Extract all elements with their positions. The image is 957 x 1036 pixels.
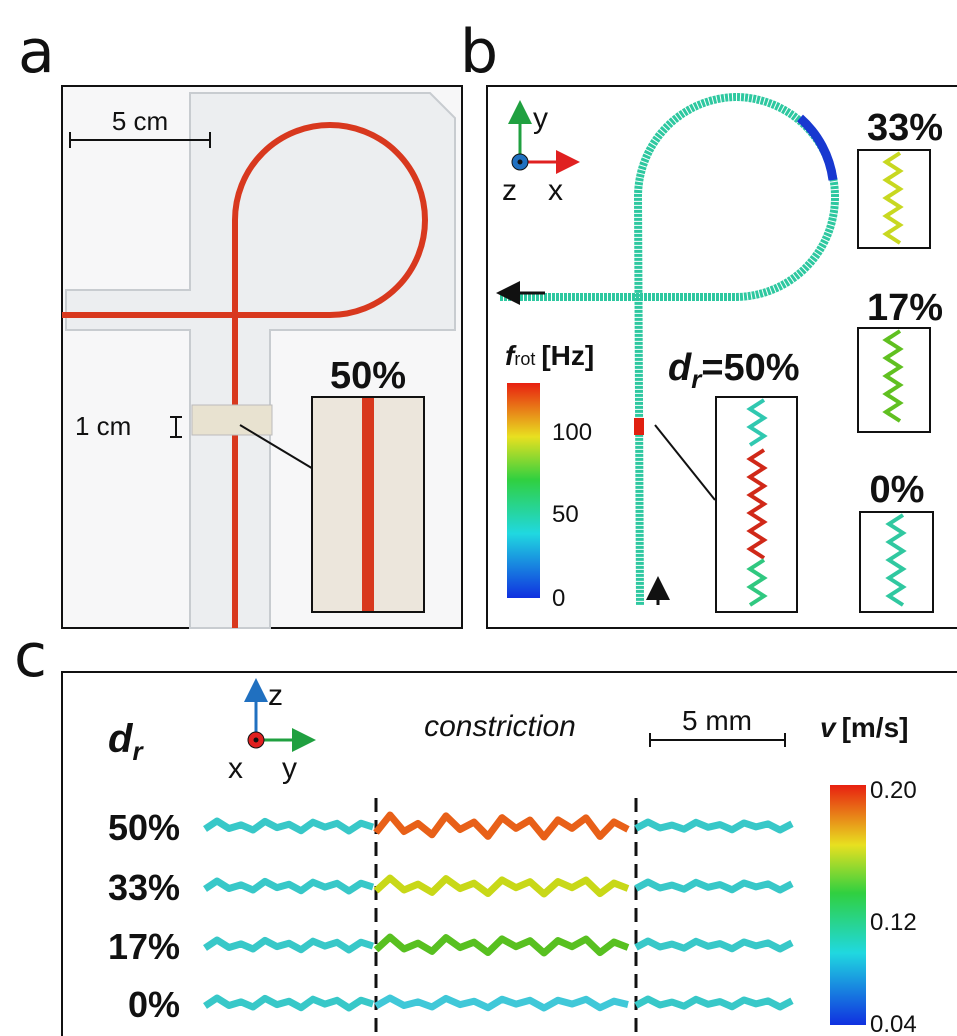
colorbar-tick: 0.04 (870, 1011, 917, 1036)
axis-label: y (533, 102, 548, 135)
row-label: 0% (128, 984, 180, 1025)
axis-label: y (282, 752, 297, 785)
trajectory (634, 878, 794, 894)
trajectory (203, 817, 375, 835)
inset-label: 50% (330, 355, 406, 397)
symbol: d (668, 347, 692, 389)
unit: [Hz] (541, 340, 594, 371)
row-label: 50% (108, 807, 180, 848)
trajectory (203, 936, 375, 954)
subscript: rot (514, 349, 535, 369)
row-label: 33% (108, 867, 180, 908)
inset (857, 149, 931, 249)
panel-frame (61, 671, 957, 1036)
annotation: constriction (424, 710, 576, 743)
axis-dot (517, 159, 523, 165)
panel-label: b (460, 17, 498, 87)
symbol: d (108, 717, 134, 761)
trajectory (634, 818, 794, 834)
colorbar-title: frot [Hz] (505, 340, 594, 371)
colorbar-tick: 0.20 (870, 777, 917, 804)
trajectory (374, 994, 629, 1012)
trajectory (882, 329, 904, 423)
scale-label: 1 cm (75, 411, 131, 441)
value: =50% (701, 347, 799, 389)
colorbar (507, 383, 540, 598)
trajectory (746, 398, 768, 447)
inset-label: 33% (867, 107, 943, 149)
scale-label: 5 cm (112, 106, 168, 136)
rows: 50% 33% 17% 0% (108, 807, 794, 1025)
trajectory-segment (796, 114, 838, 181)
inset-label: 17% (867, 287, 943, 329)
colorbar-tick: 100 (552, 419, 592, 446)
symbol: v (820, 712, 837, 743)
axis-label: x (548, 174, 563, 207)
chip (65, 92, 456, 629)
trajectory (882, 151, 904, 245)
axis-dot (253, 737, 259, 743)
colorbar-tick: 50 (552, 501, 579, 528)
trajectory (373, 933, 630, 957)
subscript: r (691, 364, 703, 394)
row-label: 17% (108, 926, 180, 967)
symbol: f (505, 340, 517, 371)
axis-label: z (502, 174, 517, 207)
trajectory (203, 877, 375, 895)
trajectory (885, 513, 907, 607)
colorbar (830, 785, 866, 1025)
channel (362, 398, 374, 611)
unit: [m/s] (842, 712, 909, 743)
trajectory (746, 558, 768, 607)
trajectory (634, 995, 794, 1011)
panel-label: a (18, 17, 55, 87)
panel-label: c (14, 621, 47, 691)
trajectory (203, 994, 375, 1012)
subscript: r (132, 736, 144, 766)
scale-label: 5 mm (682, 705, 752, 736)
inset-label: dr=50% (668, 347, 800, 394)
row-header: dr (108, 717, 144, 766)
constriction-block (191, 404, 273, 436)
channel (62, 121, 429, 628)
axis-label: x (228, 752, 243, 785)
scale-bar (649, 733, 786, 747)
trajectory (373, 811, 630, 841)
colorbar-tick: 0 (552, 585, 565, 612)
inset-label: 0% (870, 469, 925, 511)
trajectory (746, 448, 768, 560)
leader-line (654, 424, 716, 501)
colorbar-tick: 0.12 (870, 909, 917, 936)
trajectory (373, 874, 630, 898)
colorbar-title: v [m/s] (820, 712, 908, 743)
scale-bar (170, 416, 182, 438)
axis-label: z (268, 679, 283, 712)
trajectory (634, 937, 794, 953)
